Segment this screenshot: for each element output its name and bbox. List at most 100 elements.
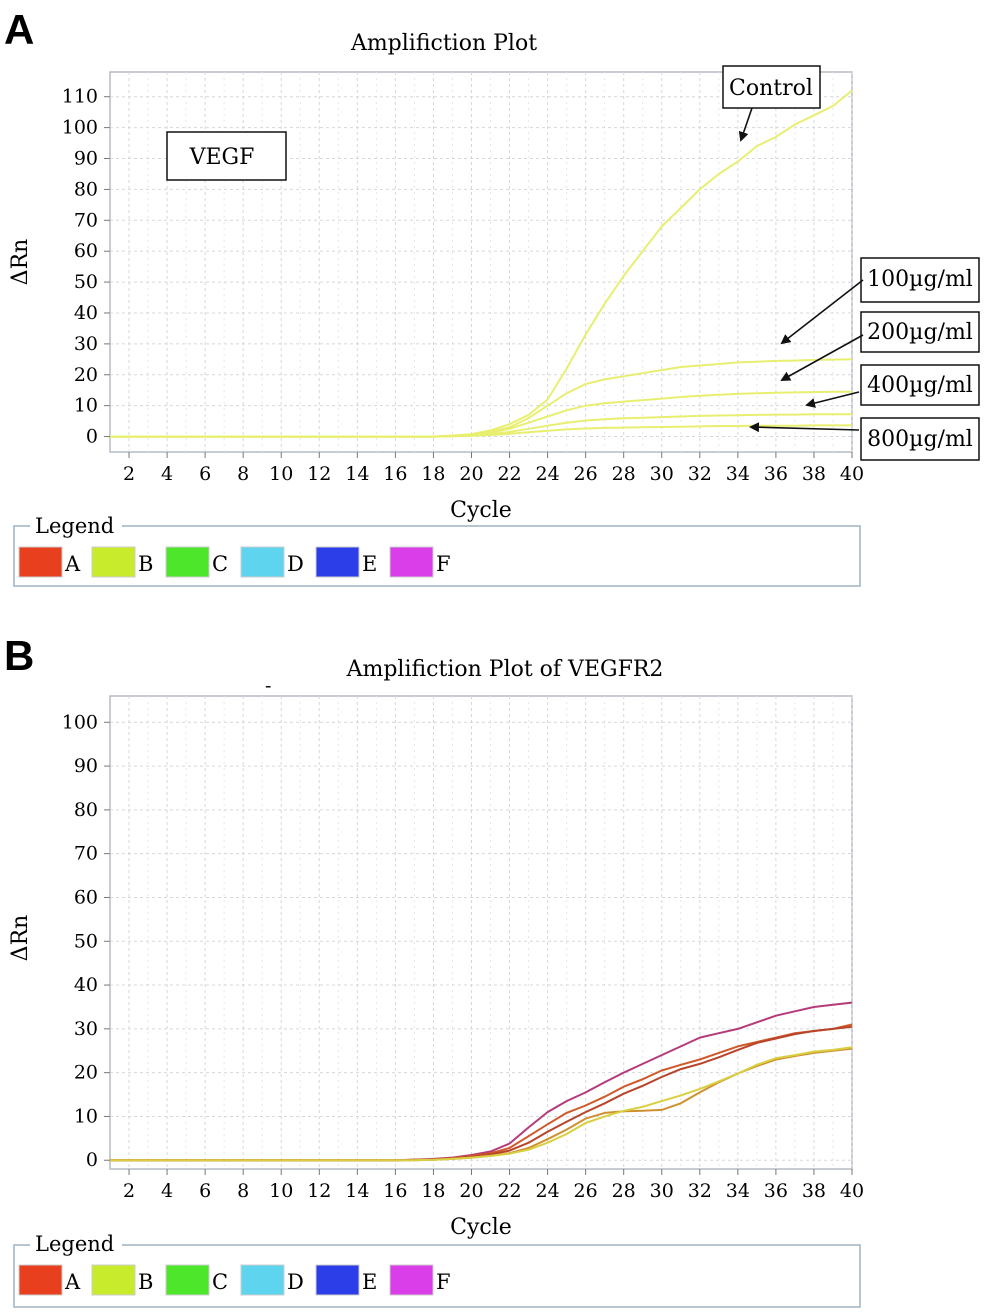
legend-a-label-C: C	[212, 552, 228, 576]
plot-a-xtick-12: 12	[307, 463, 331, 485]
plot-b-xtick-34: 34	[726, 1180, 750, 1202]
legend-a-label-D: D	[287, 552, 304, 576]
plot-a-x-ticks: 2 4 6 8 10 12 14 16 18 20 22 24 26 28 30 32 34 36 38 40	[123, 452, 864, 485]
legend-b-items: A B C D E F	[18, 1264, 451, 1296]
annotation-control-arrow	[738, 107, 753, 142]
panel-a: A Amplifiction Plot 0 10 20 30 40 50 60 70 80 90 1…	[4, 6, 980, 587]
legend-b-label-B: B	[138, 1270, 153, 1294]
legend-b-label-A: A	[64, 1270, 81, 1294]
plot-b-ytick-50: 50	[74, 930, 98, 952]
plot-b-y-ticks: 0 10 20 30 40 50 60 70 80 90 100	[62, 711, 110, 1171]
plot-b-x-ticks: 2 4 6 8 10 12 14 16 18 20 22 24 26 28 30 32 34 36 38 40	[123, 1169, 864, 1202]
plot-a-ytick-110: 110	[62, 86, 98, 108]
plot-a-xtick-34: 34	[726, 463, 750, 485]
legend-a-label-A: A	[64, 552, 81, 576]
legend-b-swatch-D	[240, 1264, 285, 1296]
annotation-400-box	[860, 364, 980, 406]
plot-b-ytick-20: 20	[74, 1062, 98, 1084]
legend-b-frame	[13, 1244, 861, 1308]
plot-a-xtick-6: 6	[199, 463, 211, 485]
legend-a-label-F: F	[436, 552, 451, 576]
plot-a-ytick-40: 40	[74, 302, 98, 324]
plot-b-xtick-26: 26	[574, 1180, 598, 1202]
plot-a-ytick-30: 30	[74, 333, 98, 355]
legend-a-swatch-F	[389, 546, 434, 578]
annotation-100-box	[860, 257, 980, 303]
panel-b-stray-mark: -	[265, 675, 271, 697]
plot-b-xtick-22: 22	[497, 1180, 521, 1202]
legend-a-swatch-B	[91, 546, 136, 578]
legend-b-label-D: D	[287, 1270, 304, 1294]
panel-a-title: Amplifiction Plot	[350, 31, 537, 56]
annotation-800-text: 800µg/ml	[867, 427, 973, 452]
annotation-800-box	[860, 417, 980, 461]
plot-b-ytick-10: 10	[74, 1105, 98, 1127]
annotation-400-arrow	[805, 391, 860, 408]
plot-b-area	[109, 695, 853, 1170]
plot-a-xtick-18: 18	[421, 463, 445, 485]
plot-a-xtick-2: 2	[123, 463, 135, 485]
plot-b-ytick-90: 90	[74, 755, 98, 777]
plot-b-series-4	[110, 1046, 853, 1162]
plot-a-xtick-4: 4	[161, 463, 173, 485]
legend-a-swatch-D	[240, 546, 285, 578]
plot-a-ytick-80: 80	[74, 178, 98, 200]
plot-a-ytick-20: 20	[74, 364, 98, 386]
annotation-control-text: Control	[729, 76, 813, 101]
plot-b-xtick-12: 12	[307, 1180, 331, 1202]
plot-b-xtick-16: 16	[383, 1180, 407, 1202]
plot-a-ylabel: ΔRn	[8, 239, 33, 286]
panel-b-letter: B	[4, 632, 34, 679]
plot-a-ytick-10: 10	[74, 395, 98, 417]
plot-a-xtick-36: 36	[764, 463, 788, 485]
plot-b-xtick-30: 30	[650, 1180, 674, 1202]
annotation-200-box	[860, 311, 980, 353]
panel-b: B Amplifiction Plot of VEGFR2 - 0 10 20 30 4…	[4, 632, 864, 1308]
legend-a-label-E: E	[362, 552, 377, 576]
plot-b-xtick-18: 18	[421, 1180, 445, 1202]
plot-b-ytick-60: 60	[74, 886, 98, 908]
plot-a-xtick-26: 26	[574, 463, 598, 485]
legend-b-swatch-B	[91, 1264, 136, 1296]
legend-a-swatch-E	[315, 546, 360, 578]
plot-b-ytick-80: 80	[74, 799, 98, 821]
annotation-control-box	[722, 65, 821, 109]
plot-b-xtick-8: 8	[237, 1180, 249, 1202]
plot-b-xtick-24: 24	[535, 1180, 559, 1202]
plot-a-xtick-10: 10	[269, 463, 293, 485]
legend-a: Legend A B C D E F	[13, 514, 861, 587]
legend-b-swatch-A	[18, 1264, 63, 1296]
plot-a-ytick-60: 60	[74, 240, 98, 262]
legend-a-frame	[13, 525, 861, 587]
panel-b-title: Amplifiction Plot of VEGFR2	[346, 657, 664, 682]
plot-a-xtick-22: 22	[497, 463, 521, 485]
plot-b-xtick-10: 10	[269, 1180, 293, 1202]
legend-b-swatch-C	[165, 1264, 210, 1296]
plot-b-ytick-40: 40	[74, 974, 98, 996]
plot-a-xtick-14: 14	[345, 463, 369, 485]
plot-a-ytick-100: 100	[62, 117, 98, 139]
plot-b-ytick-100: 100	[62, 711, 98, 733]
plot-a-xtick-20: 20	[459, 463, 483, 485]
plot-a-xlabel: Cycle	[450, 498, 512, 523]
plot-a-ytick-50: 50	[74, 271, 98, 293]
annotation-200-text: 200µg/ml	[867, 320, 973, 345]
legend-b-swatch-F	[389, 1264, 434, 1296]
vegf-label: VEGF	[189, 145, 255, 170]
plot-a-xtick-30: 30	[650, 463, 674, 485]
plot-a-xtick-28: 28	[612, 463, 636, 485]
legend-b: Legend A B C D E F	[13, 1232, 861, 1308]
plot-a-xtick-40: 40	[840, 463, 864, 485]
annotation-100-arrow	[780, 279, 864, 345]
plot-a-area	[109, 71, 853, 453]
plot-a-xtick-24: 24	[535, 463, 559, 485]
plot-b-ytick-0: 0	[86, 1149, 98, 1171]
plot-a-ytick-0: 0	[86, 426, 98, 448]
plot-b-xtick-28: 28	[612, 1180, 636, 1202]
plot-b-xtick-36: 36	[764, 1180, 788, 1202]
plot-b-xtick-2: 2	[123, 1180, 135, 1202]
legend-b-label-E: E	[362, 1270, 377, 1294]
plot-a-xtick-16: 16	[383, 463, 407, 485]
plot-a-xtick-38: 38	[802, 463, 826, 485]
